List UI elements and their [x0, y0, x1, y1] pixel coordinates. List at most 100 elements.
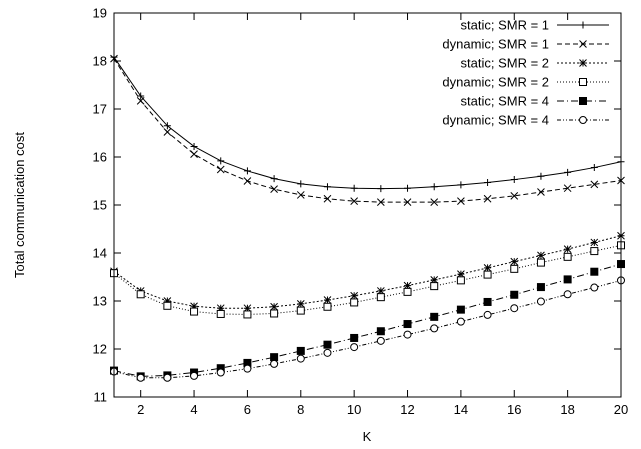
data-point-marker	[270, 353, 279, 362]
y-tick-label: 16	[93, 150, 107, 165]
data-point-marker	[163, 297, 172, 305]
data-point-marker	[376, 336, 385, 345]
legend-entry: static; SMR = 4	[461, 94, 609, 109]
data-point-marker	[579, 59, 587, 67]
data-point-marker	[430, 324, 439, 333]
x-tick-label: 16	[507, 402, 521, 417]
legend-label: static; SMR = 1	[461, 18, 550, 33]
data-point-marker	[510, 290, 519, 299]
data-point-marker	[323, 348, 332, 357]
data-point-marker	[536, 258, 545, 267]
data-point-marker	[510, 257, 519, 266]
data-point-marker	[350, 184, 358, 192]
data-point-marker	[579, 97, 587, 105]
data-point-marker	[430, 198, 439, 206]
x-tick-label: 10	[347, 402, 361, 417]
x-tick-label: 2	[137, 402, 144, 417]
data-point-marker	[137, 92, 145, 100]
series-line	[113, 58, 622, 203]
series-lines	[110, 53, 625, 382]
data-point-marker	[190, 142, 198, 150]
data-point-marker	[216, 165, 225, 174]
data-point-marker	[563, 290, 572, 299]
y-tick-label: 18	[93, 54, 107, 69]
data-point-marker	[243, 310, 252, 319]
data-point-marker	[297, 180, 305, 188]
data-point-marker	[590, 180, 599, 189]
data-point-marker	[403, 287, 412, 296]
data-point-marker	[403, 330, 412, 339]
x-tick-label: 8	[297, 402, 304, 417]
legend-label: dynamic; SMR = 2	[442, 75, 549, 90]
data-point-marker	[376, 198, 385, 206]
series-line	[113, 235, 622, 309]
data-point-marker	[563, 245, 572, 254]
data-point-marker	[563, 184, 572, 193]
data-point-marker	[243, 177, 252, 185]
data-point-marker	[536, 297, 545, 306]
data-point-marker	[483, 264, 492, 272]
data-point-marker	[376, 327, 385, 336]
data-point-marker	[350, 333, 359, 342]
series-line	[113, 263, 622, 377]
data-point-marker	[296, 354, 305, 363]
data-point-marker	[564, 168, 572, 176]
data-point-marker	[190, 150, 198, 158]
data-point-marker	[323, 296, 332, 304]
data-point-marker	[537, 172, 545, 180]
legend-label: dynamic; SMR = 4	[442, 113, 549, 128]
data-point-marker	[376, 287, 385, 295]
series-line	[113, 244, 622, 315]
data-point-marker	[590, 283, 599, 292]
data-point-marker	[579, 21, 587, 29]
axis-ticks: 2 4 6 8 10 12 14 16 18 20 11 12 13 14 15 16 17 18 19	[93, 6, 629, 418]
data-point-marker	[456, 305, 465, 314]
data-point-marker	[163, 373, 172, 382]
legend-label: static; SMR = 4	[461, 94, 550, 109]
x-tick-label: 18	[560, 402, 574, 417]
data-point-marker	[537, 188, 545, 196]
data-point-marker	[190, 371, 199, 380]
data-point-marker	[510, 176, 518, 184]
legend-label: dynamic; SMR = 1	[442, 37, 549, 52]
legend-entry: static; SMR = 2	[461, 56, 609, 71]
data-point-marker	[457, 197, 465, 206]
data-point-marker	[323, 183, 331, 191]
series-3	[110, 231, 625, 313]
data-point-marker	[430, 276, 439, 284]
data-point-marker	[163, 301, 172, 310]
data-point-marker	[243, 167, 251, 175]
data-point-marker	[456, 276, 465, 285]
x-tick-label: 6	[244, 402, 251, 417]
data-point-marker	[590, 247, 599, 256]
legend-entry: dynamic; SMR = 2	[442, 75, 609, 90]
data-point-marker	[579, 78, 587, 86]
data-point-marker	[136, 290, 145, 299]
data-point-marker	[350, 343, 359, 352]
plot-frame	[113, 12, 622, 398]
series-6	[110, 276, 625, 382]
data-point-marker	[510, 304, 519, 313]
data-point-marker	[456, 317, 465, 326]
data-point-marker	[323, 302, 332, 311]
data-point-marker	[270, 185, 278, 194]
legend-entry: static; SMR = 1	[461, 18, 609, 33]
y-tick-label: 19	[93, 6, 107, 21]
data-point-marker	[270, 309, 279, 318]
data-point-marker	[377, 185, 385, 193]
series-5	[110, 260, 625, 381]
legend-label: static; SMR = 2	[461, 56, 550, 71]
data-point-marker	[404, 184, 412, 192]
data-point-marker	[483, 270, 492, 279]
x-tick-label: 4	[190, 402, 197, 417]
y-axis-label: Total communication cost	[12, 132, 27, 278]
data-point-marker	[136, 96, 145, 105]
data-point-marker	[350, 197, 359, 206]
data-point-marker	[563, 252, 572, 261]
data-point-marker	[457, 181, 465, 189]
legend-entry: dynamic; SMR = 4	[442, 113, 609, 128]
data-point-marker	[243, 304, 252, 313]
series-2	[110, 54, 625, 206]
data-point-marker	[510, 264, 519, 273]
data-point-marker	[296, 191, 305, 199]
